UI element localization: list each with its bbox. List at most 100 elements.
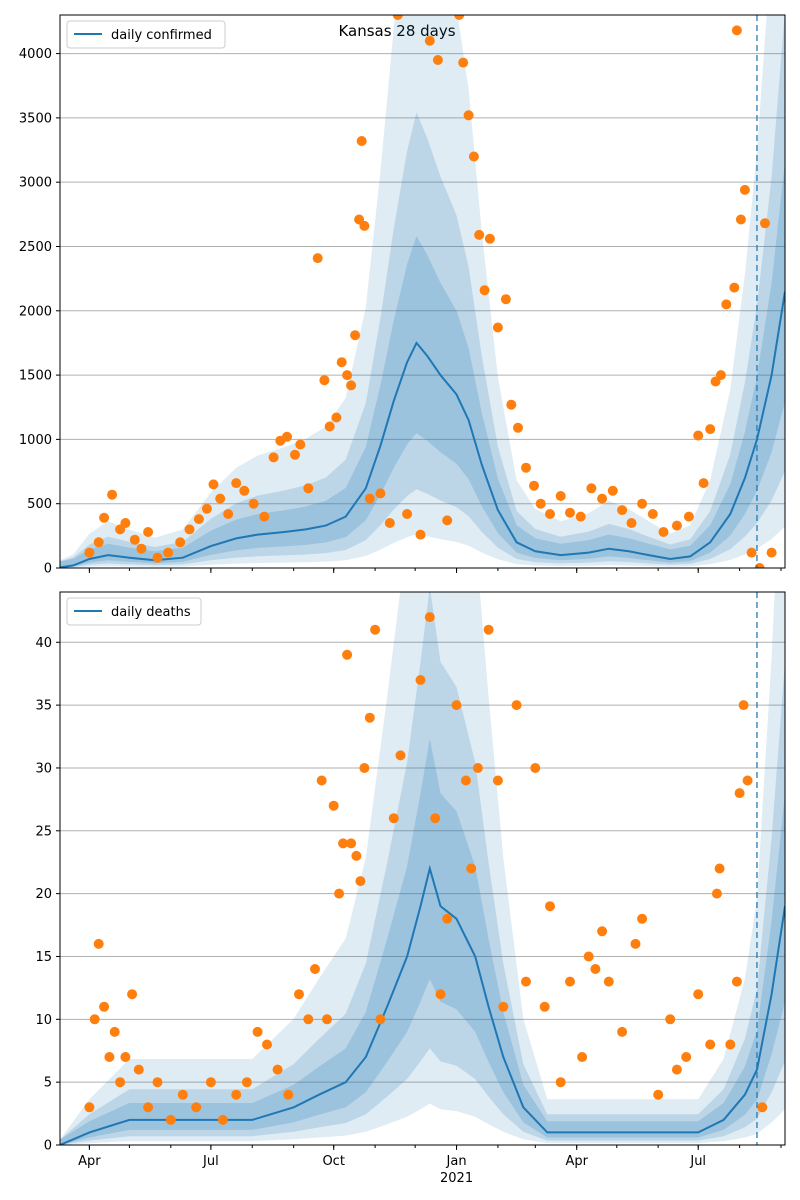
data-point [346,380,357,391]
data-point [626,518,637,528]
data-point [316,775,327,786]
data-point [432,55,443,65]
data-point [356,136,367,146]
data-point [283,1089,294,1100]
data-point [319,375,330,386]
data-point [312,253,323,264]
data-point [483,624,494,635]
data-point [205,1077,216,1088]
y-tick-label: 500 [27,497,52,512]
data-point [334,888,345,899]
data-point [395,750,406,761]
data-point [479,285,490,296]
data-point [671,520,682,531]
x-tick-label: Oct [322,1154,344,1169]
data-point [241,1077,252,1088]
data-point [107,489,118,500]
data-point [375,1014,386,1025]
data-point [208,479,219,490]
data-point [152,552,163,563]
data-point [725,1039,736,1050]
panel-daily-deaths: 0 5 10 15 20 25 30 35 40 Apr Jul Oct Jan Apr Jul 2021 da… [35,591,786,1186]
data-point [231,1089,242,1100]
data-point [529,480,539,491]
data-point [500,294,511,305]
data-point [303,483,314,494]
axes-frame [59,14,786,569]
y-tick-label: 15 [35,950,52,965]
data-point [721,299,732,310]
y-tick-label: 35 [35,699,52,714]
data-point [177,1089,188,1100]
data-point [217,1114,228,1125]
series-line [60,864,785,1145]
data-point [351,850,362,861]
data-point [152,1077,163,1088]
data-point [415,675,426,685]
data-point [290,449,300,460]
data-point [104,1052,115,1062]
data-point [322,1014,332,1025]
data-point [143,527,154,537]
data-point [133,1064,144,1075]
legend-label: daily confirmed [111,28,212,43]
data-point [402,509,413,519]
data-point [99,512,110,523]
data-point [359,220,370,231]
data-point [136,543,147,554]
data-point [392,15,403,20]
x-tick-label: Jul [689,1154,706,1169]
legend-box [66,597,202,626]
data-point [143,1102,154,1113]
data-point [175,537,186,548]
y-tick-label: 2500 [19,240,52,255]
axes-frame [59,591,786,1146]
data-point [511,700,522,711]
data-point [521,462,531,473]
plot-area [60,592,785,1145]
data-point [597,926,608,937]
uncertainty-band [60,15,785,568]
data-point [647,509,658,519]
data-point [424,35,435,46]
data-point [342,370,353,381]
data-point [671,1064,682,1075]
data-point [637,913,648,924]
x-tick-label: Jan [446,1154,467,1169]
data-point [310,964,320,974]
data-point [746,547,757,558]
data-point [370,624,381,635]
data-point [294,989,304,1000]
data-point [259,511,270,522]
data-point [331,412,342,423]
data-point [590,964,601,974]
y-tick-label: 1500 [19,369,52,384]
data-point [715,370,726,381]
data-point [93,537,104,548]
data-point [607,485,618,496]
data-point [375,488,386,499]
data-point [129,534,140,545]
data-point [295,439,306,450]
uncertainty-band [60,15,785,568]
data-point [282,431,292,442]
data-point [637,498,648,509]
data-point [201,503,212,514]
data-point [324,421,335,432]
legend-label: daily deaths [111,605,191,620]
data-point [498,1001,509,1012]
data-point [492,322,503,333]
data-point [698,478,709,489]
data-point [575,511,586,522]
data-point [262,1039,272,1050]
data-point [555,1077,566,1088]
data-point [93,938,104,949]
data-point [545,901,555,912]
y-tick-label: 3000 [19,176,52,191]
data-point [338,838,349,849]
data-point [89,1014,100,1025]
y-tick-label: 1000 [19,433,52,448]
data-point [484,233,495,244]
data-point [693,430,704,441]
